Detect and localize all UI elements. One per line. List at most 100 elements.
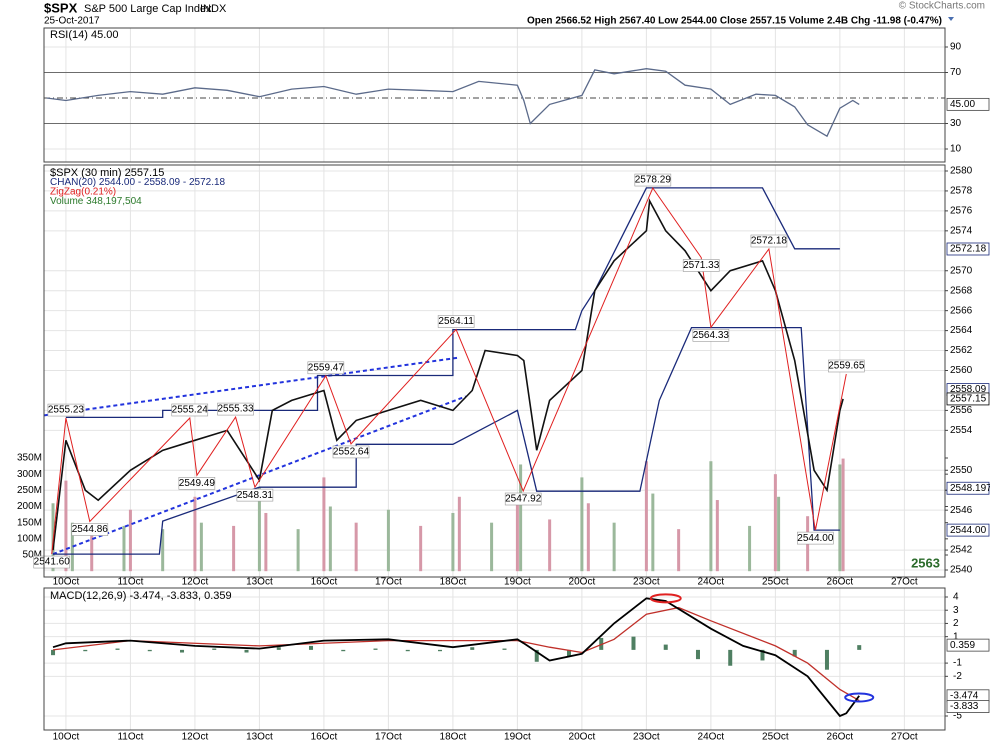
last-value-label: 45.00: [950, 99, 975, 110]
volume-bar: [709, 461, 713, 572]
x-tick-label: 11Oct: [117, 577, 143, 588]
histogram-bar: [83, 649, 88, 652]
legend: RSI(14) 45.00: [50, 29, 118, 41]
histogram-bar: [244, 649, 249, 653]
y-tick-label: 1: [953, 631, 959, 642]
y-tick-label: 4: [953, 592, 959, 603]
zigzag-label: 2564.11: [438, 316, 474, 327]
trend-line: [52, 395, 467, 555]
zigzag-label: 2549.49: [179, 478, 216, 489]
last-value-label: 2572.18: [950, 244, 987, 255]
histogram-bar: [438, 649, 443, 652]
volume-bar: [193, 496, 197, 572]
corner-label: 2563: [911, 555, 940, 570]
histogram-bar: [373, 648, 378, 650]
zigzag-label-box: [217, 402, 254, 416]
volume-bar: [748, 525, 752, 572]
zigzag-label-box: [750, 234, 788, 248]
volume-bar: [199, 522, 203, 572]
last-value-box: [946, 638, 990, 652]
legend: MACD(12,26,9) -3.474, -3.833, 0.359: [50, 590, 232, 602]
x-tick-label: 16Oct: [311, 732, 338, 743]
x-tick-label: 19Oct: [504, 732, 531, 743]
x-tick-label: 10Oct: [53, 732, 80, 743]
last-value-label: 2558.09: [950, 384, 987, 395]
volume-bar: [838, 464, 842, 572]
volume-bar: [715, 500, 719, 572]
x-tick-label: 20Oct: [569, 577, 596, 588]
y-tick-label: 30: [950, 118, 962, 129]
channel-lower: [53, 326, 840, 555]
y-tick-label: 2556: [950, 405, 973, 416]
y-tick-label: 300M: [17, 469, 42, 480]
volume-bar: [580, 477, 584, 572]
macd-line: [52, 597, 860, 718]
histogram-bar: [857, 645, 862, 650]
last-value-box: [946, 481, 990, 495]
zigzag-label-box: [692, 329, 730, 342]
histogram-bar: [502, 648, 507, 650]
x-tick-label: 13Oct: [246, 732, 273, 743]
histogram-bar: [341, 649, 346, 652]
volume-bar: [232, 525, 236, 572]
last-value-box: [946, 700, 990, 713]
volume-bar: [457, 496, 461, 572]
y-tick-label: -2: [953, 671, 962, 682]
symbol: $SPX: [44, 0, 78, 15]
last-value-box: [946, 392, 990, 406]
histogram-bar: [728, 649, 733, 666]
zigzag-label: 2544.00: [797, 533, 834, 544]
x-tick-label: 23Oct: [633, 577, 660, 588]
histogram-bar: [695, 649, 700, 660]
volume-bar: [586, 503, 590, 572]
y-tick-label: 2574: [950, 225, 973, 236]
last-value-label: -3.474: [950, 690, 979, 701]
y-tick-label: 50M: [23, 550, 42, 561]
legend: CHAN(20) 2544.00 - 2558.09 - 2572.18: [50, 177, 226, 188]
zigzag-label: 2552.64: [333, 447, 370, 458]
y-tick-label: 200M: [17, 501, 42, 512]
dropdown[interactable]: [948, 17, 954, 21]
volume-bar: [296, 529, 300, 572]
price-line: [52, 198, 844, 551]
volume-bar: [841, 458, 845, 572]
x-tick-label: 20Oct: [569, 732, 596, 743]
volume-bar: [777, 496, 781, 572]
volume-bar: [70, 522, 74, 572]
volume-bar: [548, 519, 552, 572]
x-tick-label: 17Oct: [375, 732, 402, 743]
histogram-bar: [212, 648, 217, 650]
name: S&P 500 Large Cap Index: [84, 3, 212, 15]
x-tick-label: 24Oct: [698, 577, 725, 588]
volume-bar: [128, 509, 132, 572]
volume-bar: [161, 529, 165, 572]
volume-bar: [519, 464, 523, 572]
x-tick-label: 18Oct: [440, 577, 467, 588]
volume-bar: [773, 474, 777, 572]
volume-bar: [386, 509, 390, 572]
y-tick-label: -5: [953, 711, 962, 722]
panel-frame: [43, 587, 946, 731]
volume-bar: [644, 461, 648, 572]
histogram-bar: [631, 636, 636, 650]
zigzag-label-box: [332, 445, 370, 459]
zigzag-label-box: [307, 361, 345, 375]
zigzag-label-box: [71, 523, 109, 536]
histogram-bar: [276, 647, 281, 650]
last-value-label: -3.833: [950, 701, 979, 712]
volume-bar: [651, 493, 655, 572]
x-tick-label: 11Oct: [117, 732, 143, 743]
y-tick-label: 350M: [17, 453, 42, 464]
zigzag-label: 2559.47: [308, 362, 345, 373]
histogram-bar: [470, 647, 475, 650]
y-tick-label: 2560: [950, 365, 973, 376]
zigzag-label: 2564.33: [693, 330, 730, 341]
histogram-bar: [309, 645, 314, 650]
y-tick-label: 2550: [950, 465, 973, 476]
panel-frame: [43, 164, 946, 578]
volume-bar: [264, 512, 268, 572]
zigzag-label-box: [47, 403, 85, 417]
histogram-bar: [180, 649, 185, 653]
volume-bar: [354, 522, 358, 572]
